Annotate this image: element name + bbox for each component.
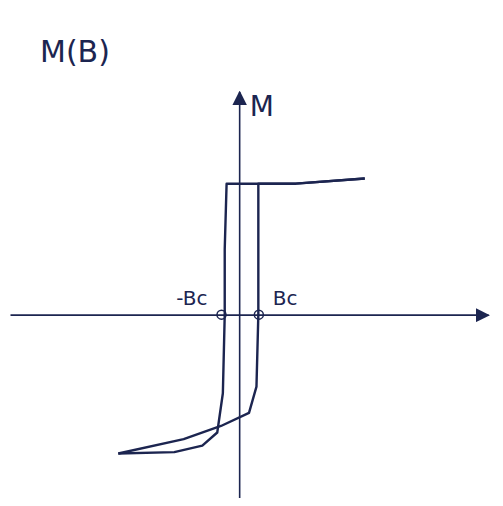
chart: M(B) -Bc Bc M <box>0 0 503 506</box>
x-axis: -Bc Bc <box>11 286 489 320</box>
x-axis-line <box>11 314 489 316</box>
y-axis-title: M <box>250 90 274 123</box>
x-tick-label: -Bc <box>176 286 207 310</box>
loop-branch <box>118 178 364 453</box>
y-axis <box>239 92 240 498</box>
chart-title: M(B) <box>40 34 110 69</box>
x-tick: -Bc <box>176 286 226 320</box>
plot-area <box>118 178 364 453</box>
x-tick-label: Bc <box>273 286 298 310</box>
loop-branch <box>118 178 364 453</box>
x-tick: Bc <box>254 286 297 320</box>
y-axis-line <box>239 92 241 498</box>
